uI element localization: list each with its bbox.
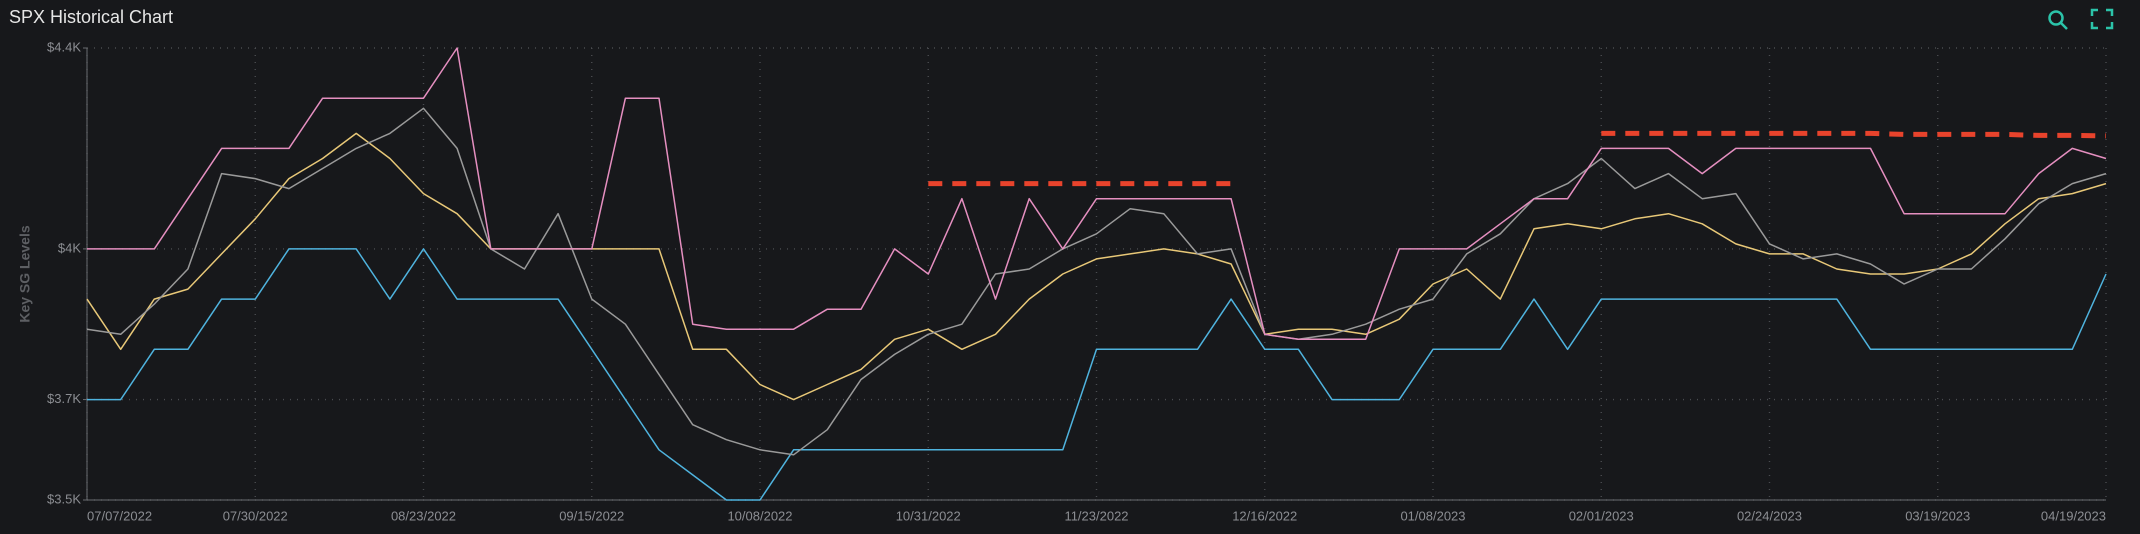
- y-tick-label: $4.4K: [47, 39, 81, 54]
- y-tick-label: $3.5K: [47, 491, 81, 506]
- x-tick-label: 07/30/2022: [223, 508, 288, 523]
- series-line: [86, 132, 2107, 401]
- x-tick-label: 10/08/2022: [727, 508, 792, 523]
- x-tick-label: 12/16/2022: [1232, 508, 1297, 523]
- zoom-icon[interactable]: [2048, 10, 2068, 30]
- x-tick-label: 04/19/2023: [2041, 508, 2106, 523]
- x-tick-label: 03/19/2023: [1905, 508, 1970, 523]
- fullscreen-icon[interactable]: [2090, 8, 2114, 30]
- x-tick-label: 07/07/2022: [87, 508, 152, 523]
- x-tick-label: 01/08/2023: [1400, 508, 1465, 523]
- series-line: [87, 47, 2107, 341]
- dashed-level-line: [928, 130, 2107, 187]
- y-tick-label: $4K: [58, 240, 81, 255]
- y-tick-label: $3.7K: [47, 391, 81, 406]
- x-tick-label: 02/24/2023: [1737, 508, 1802, 523]
- x-tick-label: 08/23/2022: [391, 508, 456, 523]
- x-tick-label: 09/15/2022: [559, 508, 624, 523]
- x-tick-label: 10/31/2022: [896, 508, 961, 523]
- series-line: [86, 107, 2107, 456]
- x-tick-label: 11/23/2022: [1064, 508, 1128, 523]
- series-line: [87, 248, 2107, 501]
- chart-title: SPX Historical Chart: [9, 7, 173, 27]
- x-tick-label: 02/01/2023: [1569, 508, 1634, 523]
- y-axis-label: Key SG Levels: [17, 225, 33, 322]
